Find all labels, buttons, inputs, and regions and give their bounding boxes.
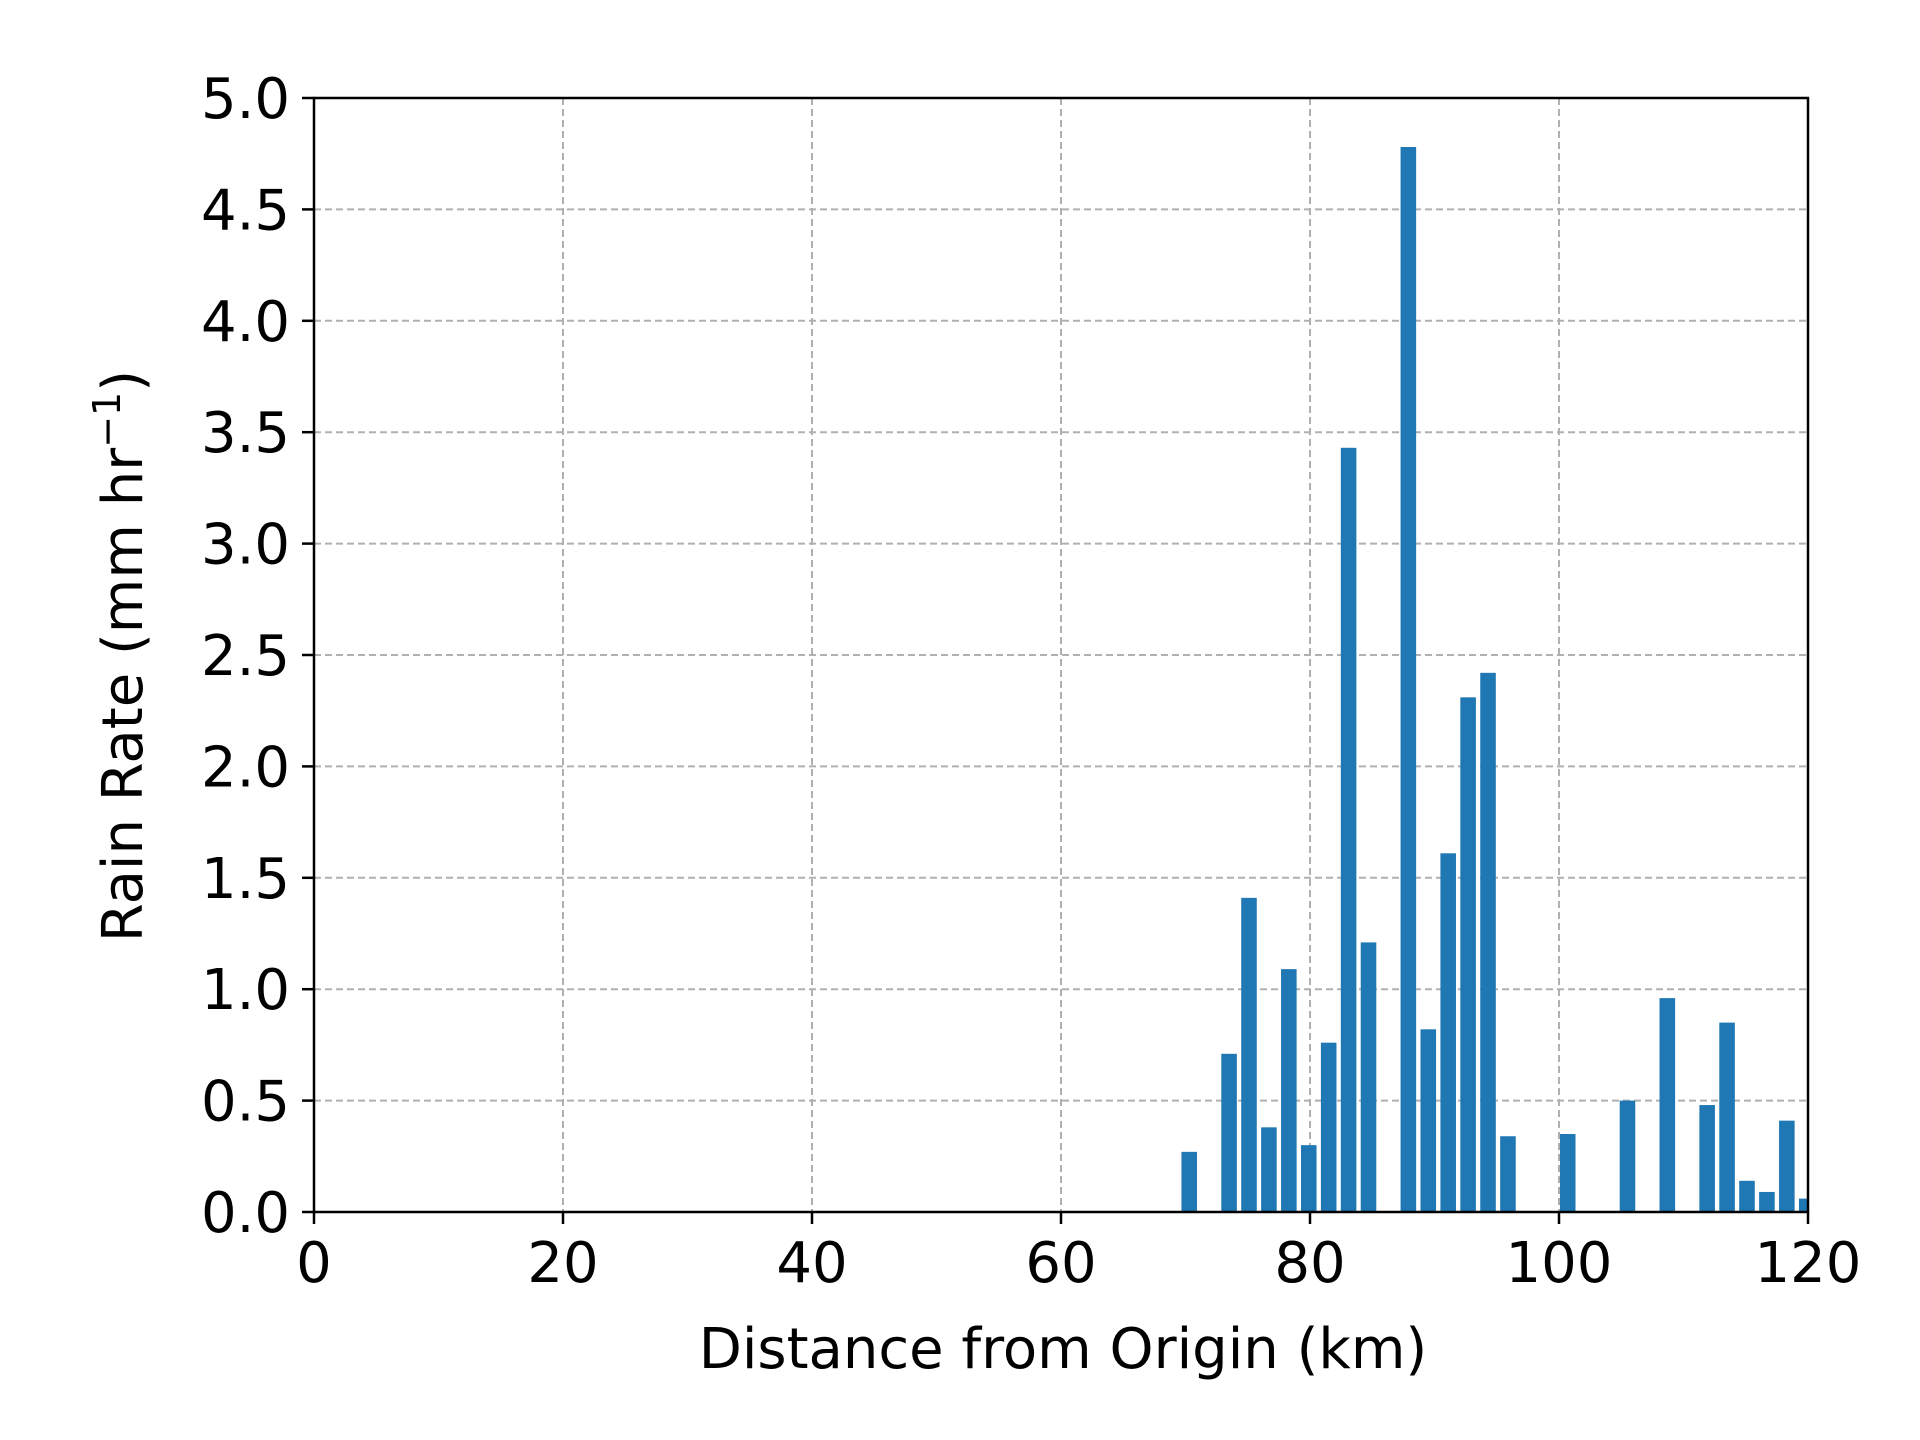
x-tick-label: 60 [1025, 1231, 1096, 1296]
y-tick-label: 2.5 [201, 624, 290, 689]
bar [1759, 1191, 1775, 1212]
x-tick-label: 80 [1274, 1231, 1345, 1296]
x-tick-label: 100 [1506, 1231, 1613, 1296]
bar [1181, 1151, 1198, 1212]
bar [1320, 1042, 1337, 1212]
bar [1221, 1053, 1237, 1212]
y-axis-title-main: Rain Rate (mm hr [91, 447, 156, 942]
x-axis-title: Distance from Origin (km) [699, 1317, 1428, 1382]
y-axis-title: Rain Rate (mm hr−1) [85, 370, 156, 942]
bar [1440, 853, 1456, 1212]
bar [1619, 1100, 1636, 1212]
y-tick-label: 3.5 [201, 401, 290, 466]
y-tick-label: 3.0 [201, 513, 290, 578]
x-tick-label: 40 [776, 1231, 847, 1296]
bar [1779, 1120, 1795, 1212]
bar [1659, 998, 1676, 1212]
y-tick-label: 1.5 [201, 847, 290, 912]
bar [1300, 1145, 1317, 1212]
bar [1261, 1127, 1277, 1212]
y-axis-title-superscript: −1 [85, 392, 129, 448]
y-tick-label: 5.0 [201, 67, 290, 132]
y-tick-label: 4.5 [201, 178, 290, 243]
y-axis-ticks: 0.0 0.5 1.0 1.5 2.0 2.5 3.0 3.5 4.0 4.5 5.0 [201, 67, 314, 1246]
x-tick-label: 20 [527, 1231, 598, 1296]
bar [1559, 1134, 1576, 1212]
bar [1360, 942, 1377, 1212]
y-tick-label: 0.5 [201, 1070, 290, 1135]
bar [1798, 1198, 1808, 1212]
bar [1460, 697, 1476, 1212]
grid-lines [314, 98, 1808, 1212]
bar [1739, 1180, 1755, 1212]
bars [1181, 147, 1808, 1213]
y-axis-title-close: ) [91, 370, 156, 392]
bar [1500, 1136, 1516, 1212]
bar [1719, 1022, 1735, 1212]
bar [1340, 447, 1357, 1212]
x-axis-ticks: 0 20 40 60 80 100 120 [296, 1212, 1861, 1296]
y-tick-label: 1.0 [201, 958, 290, 1023]
x-tick-label: 0 [296, 1231, 332, 1296]
bar [1420, 1029, 1437, 1212]
bar [1400, 147, 1417, 1213]
y-tick-label: 2.0 [201, 735, 290, 800]
y-tick-label: 4.0 [201, 290, 290, 355]
y-tick-label: 0.0 [201, 1181, 290, 1246]
bar [1241, 897, 1257, 1212]
bar [1281, 969, 1297, 1212]
x-tick-label: 120 [1755, 1231, 1862, 1296]
bar [1480, 672, 1496, 1212]
bar [1699, 1105, 1715, 1212]
